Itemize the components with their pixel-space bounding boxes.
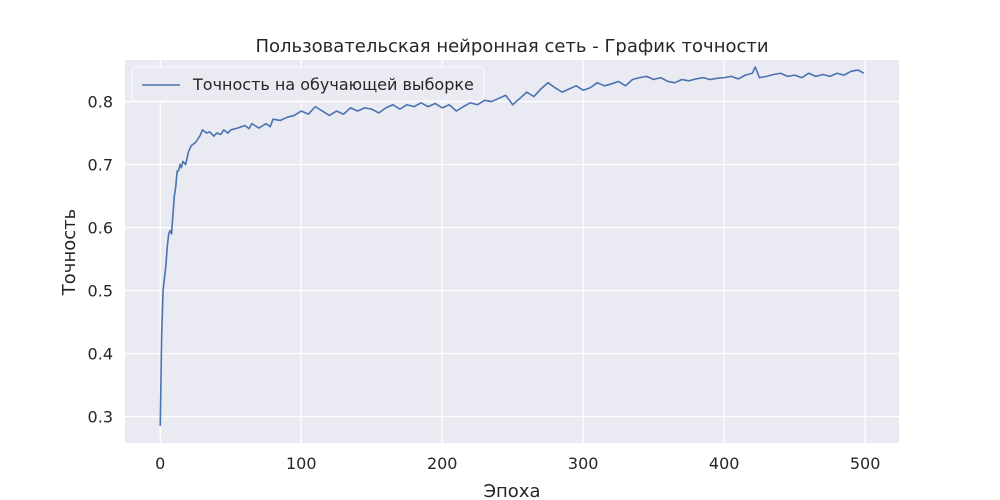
x-tick-label: 200 — [427, 454, 458, 473]
grid-lines — [125, 60, 899, 443]
legend: Точность на обучающей выборке — [131, 66, 485, 102]
x-tick-label: 100 — [286, 454, 317, 473]
y-tick-label: 0.8 — [88, 93, 113, 112]
y-tick-label: 0.4 — [88, 345, 113, 364]
x-tick-label: 0 — [155, 454, 165, 473]
series-line — [159, 66, 865, 427]
legend-box — [131, 66, 485, 102]
x-tick-label: 500 — [850, 454, 881, 473]
y-tick-label: 0.7 — [88, 156, 113, 175]
plot-area — [125, 60, 899, 443]
chart-title: Пользовательская нейронная сеть - График… — [255, 36, 768, 57]
y-tick-label: 0.5 — [88, 282, 113, 301]
x-tick-label: 300 — [568, 454, 599, 473]
y-axis-ticks: 0.3 0.4 0.5 0.6 0.7 0.8 — [88, 93, 113, 427]
series-layer — [159, 66, 865, 427]
x-axis-ticks: 0 100 200 300 400 500 — [155, 454, 880, 473]
x-axis-label: Эпоха — [483, 481, 540, 500]
y-tick-label: 0.3 — [88, 408, 113, 427]
legend-label: Точность на обучающей выборке — [192, 75, 474, 94]
y-tick-label: 0.6 — [88, 219, 113, 238]
x-tick-label: 400 — [709, 454, 740, 473]
y-axis-label: Точность — [59, 209, 80, 296]
